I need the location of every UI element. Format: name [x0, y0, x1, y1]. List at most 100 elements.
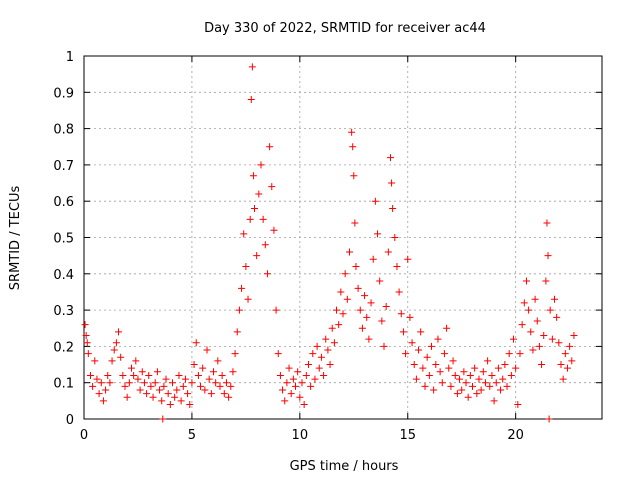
data-point — [158, 397, 166, 405]
data-point — [520, 299, 528, 307]
data-point — [240, 230, 248, 238]
data-point — [225, 393, 233, 401]
x-axis-label: GPS time / hours — [290, 459, 399, 474]
data-point — [341, 270, 349, 278]
data-point — [168, 379, 176, 387]
data-point — [274, 350, 282, 358]
chart-title: Day 330 of 2022, SRMTID for receiver ac4… — [204, 21, 486, 36]
data-point — [123, 393, 131, 401]
data-point — [322, 335, 330, 343]
data-point — [384, 248, 392, 256]
data-point — [218, 371, 226, 379]
data-point — [494, 364, 502, 372]
data-point — [514, 400, 522, 408]
data-point — [257, 161, 265, 169]
data-point — [546, 306, 554, 314]
data-point — [249, 172, 257, 180]
data-point — [345, 248, 353, 256]
data-point — [343, 295, 351, 303]
data-point — [91, 357, 99, 365]
data-point — [408, 339, 416, 347]
data-point — [166, 400, 174, 408]
data-point — [423, 353, 431, 361]
data-point — [276, 371, 284, 379]
axis-ticks — [83, 55, 602, 420]
data-point — [440, 350, 448, 358]
data-point — [417, 328, 425, 336]
data-point — [261, 241, 269, 249]
data-point — [570, 332, 578, 340]
data-point — [449, 357, 457, 365]
data-point — [304, 361, 312, 369]
data-point — [510, 335, 518, 343]
data-point — [543, 219, 551, 227]
data-point — [317, 353, 325, 361]
data-point — [548, 335, 556, 343]
data-point — [190, 361, 198, 369]
data-point — [356, 306, 364, 314]
data-point — [503, 382, 511, 390]
data-point — [199, 364, 207, 372]
data-point — [545, 415, 553, 423]
data-point — [415, 346, 423, 354]
data-point — [540, 332, 548, 340]
x-tick-label: 10 — [292, 428, 309, 443]
x-tick-label: 0 — [80, 428, 88, 443]
data-point — [477, 386, 485, 394]
data-point — [143, 390, 151, 398]
data-point — [376, 277, 384, 285]
data-point — [214, 357, 222, 365]
data-point — [227, 382, 235, 390]
data-point — [371, 197, 379, 205]
data-point — [233, 328, 241, 336]
x-tick-label: 20 — [507, 428, 524, 443]
data-point — [389, 204, 397, 212]
data-point — [453, 390, 461, 398]
data-point — [138, 368, 146, 376]
data-point — [283, 379, 291, 387]
data-point — [201, 386, 209, 394]
data-point — [186, 400, 194, 408]
data-point — [555, 339, 563, 347]
data-point — [81, 321, 89, 329]
data-point — [479, 368, 487, 376]
data-point — [272, 306, 280, 314]
data-point — [151, 379, 159, 387]
data-point — [486, 382, 494, 390]
data-point — [197, 382, 205, 390]
data-point — [533, 317, 541, 325]
data-point — [315, 364, 323, 372]
data-point — [302, 371, 310, 379]
data-point — [393, 263, 401, 271]
data-point — [309, 350, 317, 358]
data-point — [551, 295, 559, 303]
grid-lines — [84, 56, 602, 419]
x-tick-label: 15 — [399, 428, 416, 443]
data-point — [121, 382, 129, 390]
data-point — [419, 364, 427, 372]
data-point — [559, 375, 567, 383]
data-point — [365, 335, 373, 343]
data-point — [147, 382, 155, 390]
data-point — [380, 342, 388, 350]
data-point — [386, 154, 394, 162]
data-point — [499, 375, 507, 383]
data-point — [205, 375, 213, 383]
data-point — [337, 288, 345, 296]
data-point — [557, 361, 565, 369]
data-point — [248, 63, 256, 71]
data-point — [289, 375, 297, 383]
data-point — [492, 379, 500, 387]
data-point — [481, 379, 489, 387]
data-point — [119, 371, 127, 379]
data-point — [296, 393, 304, 401]
data-point — [83, 339, 91, 347]
data-point — [326, 361, 334, 369]
data-point — [181, 375, 189, 383]
data-point — [333, 306, 341, 314]
data-point — [216, 382, 224, 390]
data-point — [255, 190, 263, 198]
data-point — [149, 393, 157, 401]
data-point — [445, 364, 453, 372]
